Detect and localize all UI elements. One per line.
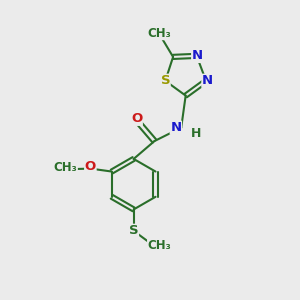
Text: CH₃: CH₃	[148, 27, 172, 40]
Text: O: O	[85, 160, 96, 173]
Text: O: O	[131, 112, 142, 125]
Text: N: N	[202, 74, 213, 87]
Text: CH₃: CH₃	[148, 238, 171, 252]
Text: S: S	[129, 224, 139, 237]
Text: H: H	[191, 127, 201, 140]
Text: S: S	[160, 74, 170, 87]
Text: N: N	[192, 50, 203, 62]
Text: CH₃: CH₃	[53, 161, 77, 174]
Text: N: N	[170, 121, 182, 134]
